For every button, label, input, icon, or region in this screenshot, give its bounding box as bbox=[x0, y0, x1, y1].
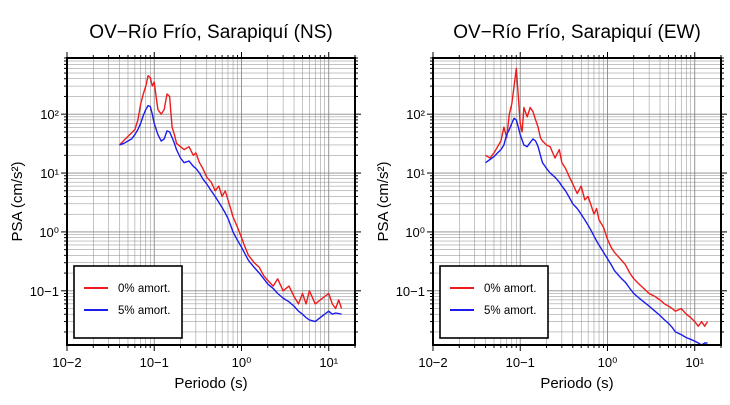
y-tick-label: 10¹ bbox=[40, 166, 59, 181]
y-tick-label: 10−1 bbox=[30, 284, 59, 299]
y-tick-label: 10² bbox=[406, 107, 425, 122]
series-line-damping-0 bbox=[118, 74, 343, 310]
x-tick-label: 10−2 bbox=[52, 355, 81, 370]
legend-box bbox=[73, 265, 183, 339]
chart-panel-2: OV−Río Frío, Sarapiquí (EW) 10−2 10−1 10⁰ 10… bbox=[375, 22, 727, 392]
x-tick-label: 10−2 bbox=[418, 355, 447, 370]
series-line-damping-0 bbox=[485, 67, 709, 327]
y-tick-label: 10⁰ bbox=[405, 225, 425, 240]
chart-title: OV−Río Frío, Sarapiquí (EW) bbox=[453, 22, 701, 43]
x-tick-label: 10⁰ bbox=[232, 355, 252, 370]
series-group bbox=[118, 74, 343, 323]
series-line-damping-5 bbox=[485, 117, 708, 345]
plot-frame bbox=[432, 57, 722, 346]
legend-box bbox=[439, 265, 549, 339]
x-tick-label: 10−1 bbox=[506, 355, 535, 370]
legend-label: 0% amort. bbox=[118, 283, 170, 295]
y-tick-label: 10¹ bbox=[406, 166, 425, 181]
x-tick-label: 10¹ bbox=[319, 355, 338, 370]
chart-title: OV−Río Frío, Sarapiquí (NS) bbox=[89, 22, 332, 43]
legend-label: 0% amort. bbox=[484, 283, 536, 295]
chart-panel-1: OV−Río Frío, Sarapiquí (NS) 10−2 10−1 10⁰ 10… bbox=[9, 22, 361, 392]
y-tick-label: 10² bbox=[40, 107, 59, 122]
x-axis-label: Periodo (s) bbox=[540, 375, 613, 392]
series-line-damping-5 bbox=[119, 104, 342, 323]
legend-label: 5% amort. bbox=[484, 305, 536, 317]
y-tick-label: 10⁰ bbox=[39, 225, 59, 240]
x-tick-label: 10−1 bbox=[140, 355, 169, 370]
legend: 0% amort. 5% amort. bbox=[439, 265, 549, 339]
y-axis-label: PSA (cm/s²) bbox=[375, 161, 392, 241]
plot-frame bbox=[66, 57, 356, 346]
x-tick-label: 10¹ bbox=[685, 355, 704, 370]
y-tick-label: 10−1 bbox=[396, 284, 425, 299]
y-axis-label: PSA (cm/s²) bbox=[9, 161, 26, 241]
series-group bbox=[485, 67, 709, 345]
legend: 0% amort. 5% amort. bbox=[73, 265, 183, 339]
gridlines bbox=[66, 57, 356, 345]
x-tick-label: 10⁰ bbox=[598, 355, 618, 370]
legend-label: 5% amort. bbox=[118, 305, 170, 317]
x-axis-label: Periodo (s) bbox=[174, 375, 247, 392]
